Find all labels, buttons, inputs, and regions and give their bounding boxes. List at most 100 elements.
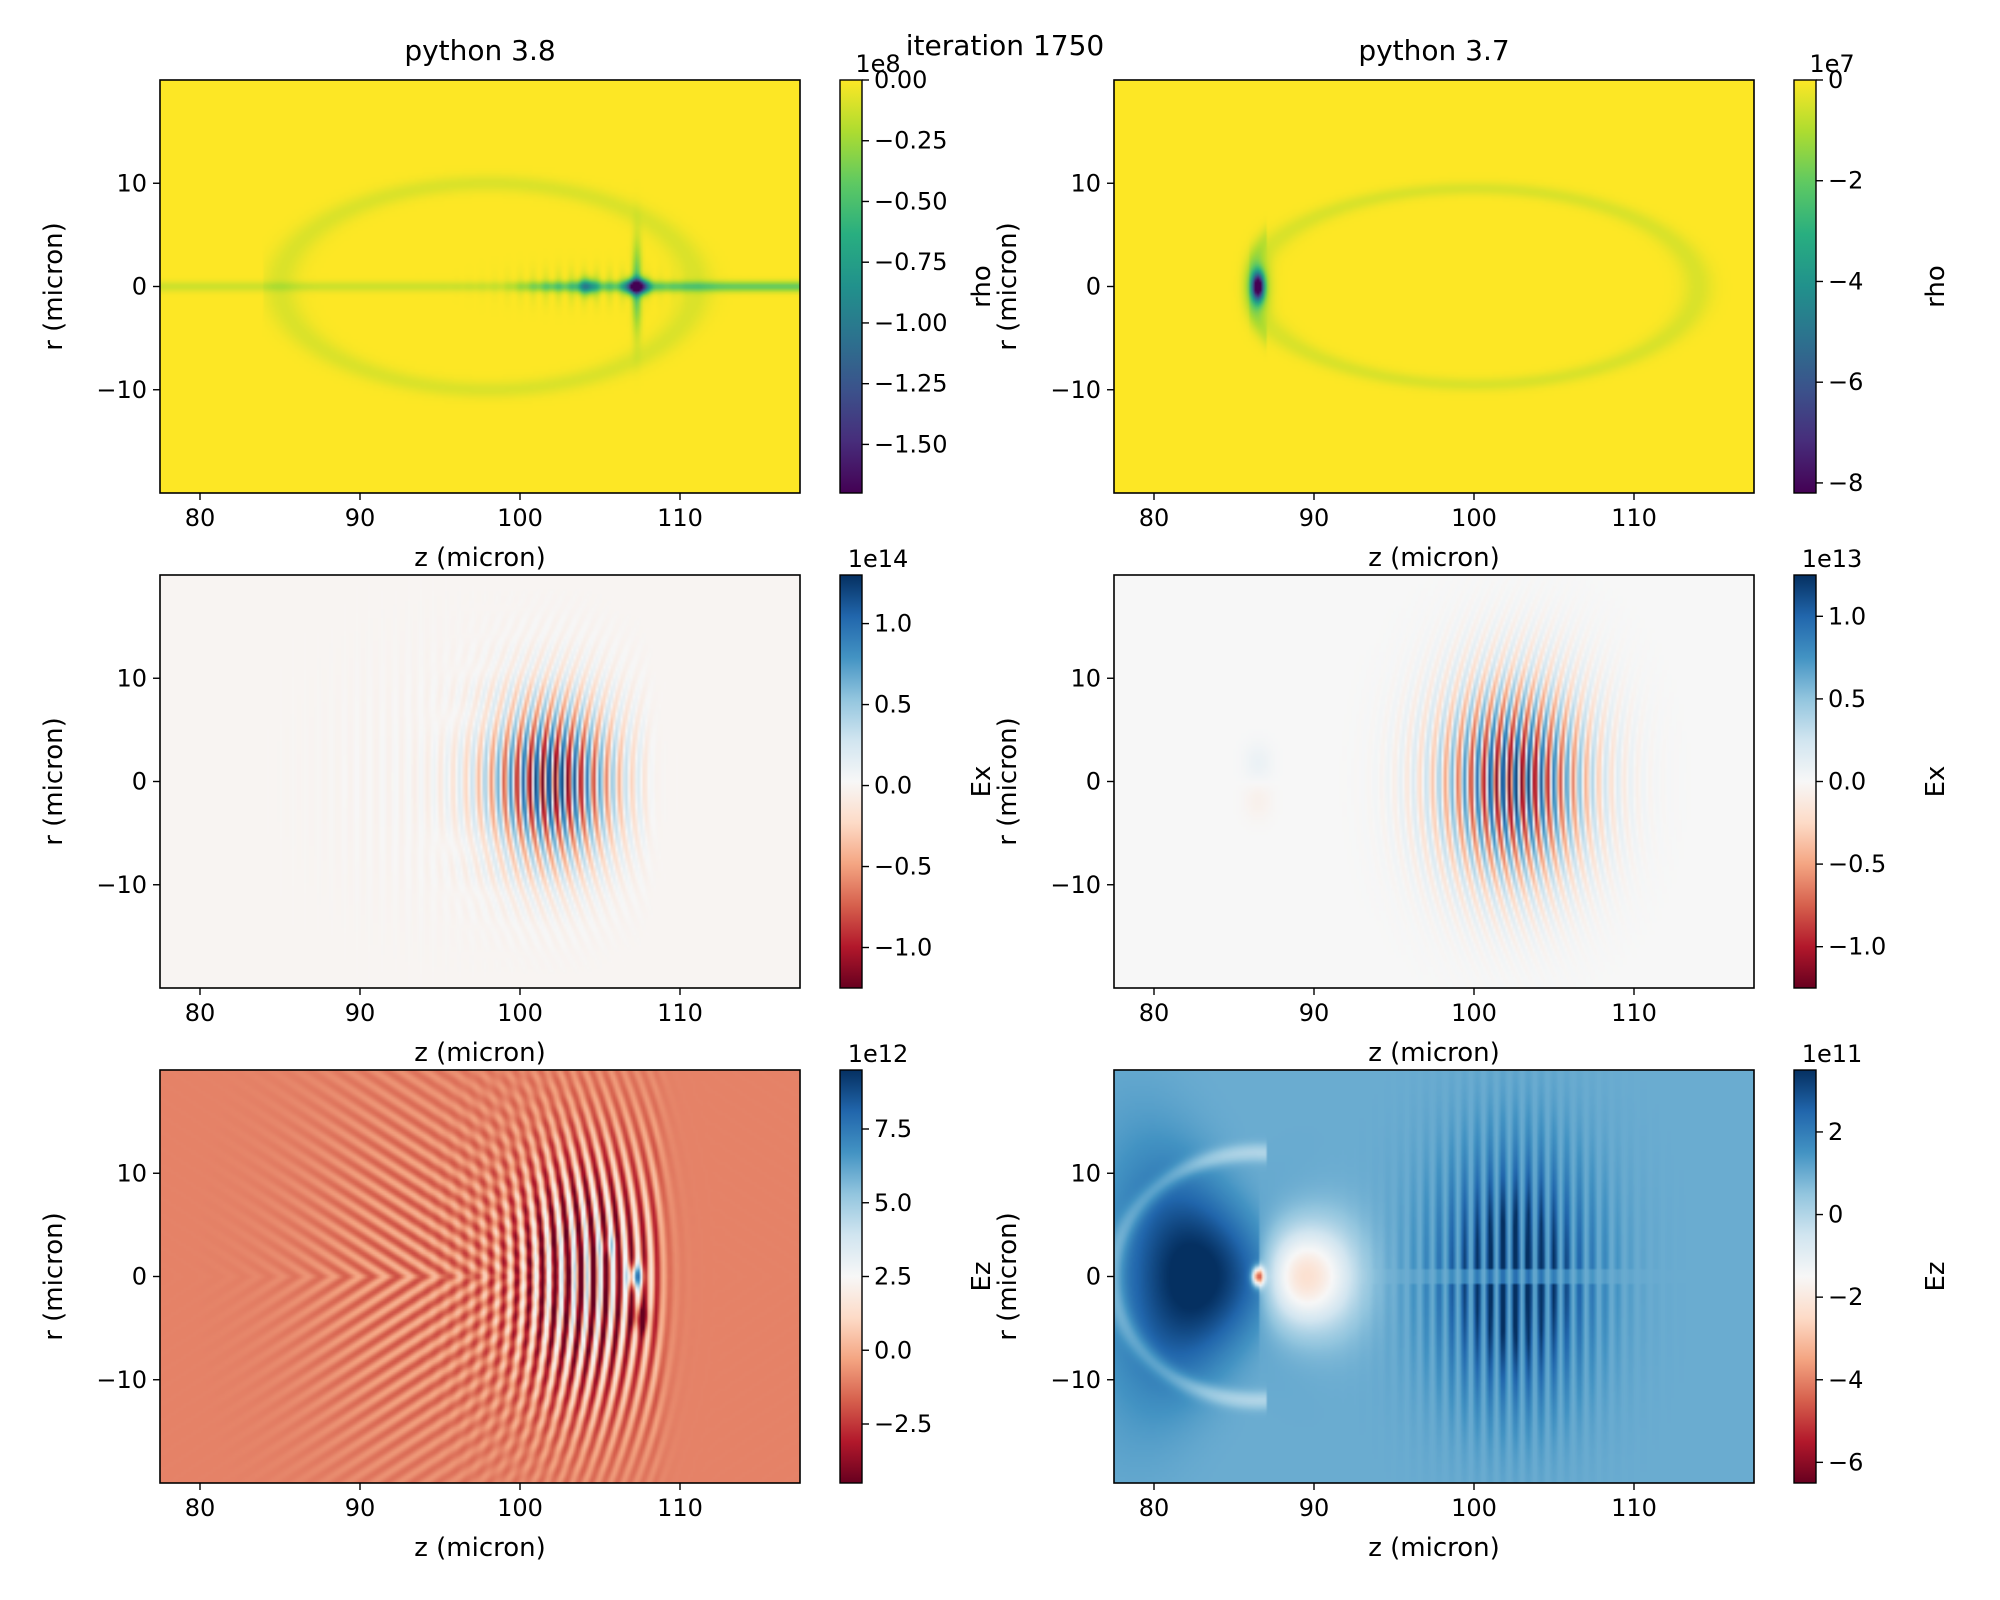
colorbar-offset-label: 1e13 [1802, 545, 1863, 573]
y-tick-label: 10 [116, 169, 147, 197]
colorbar-tick-label: 0.0 [874, 772, 912, 800]
x-tick-label: 90 [1299, 1494, 1330, 1522]
x-tick-label: 100 [1451, 504, 1497, 532]
colorbar-label: Ez [967, 1261, 997, 1291]
x-tick-label: 100 [497, 1494, 543, 1522]
y-tick-label: 0 [132, 1263, 147, 1291]
colorbar-tick-label: 0 [1828, 1201, 1843, 1229]
colorbar-tick-label: −1.0 [874, 934, 932, 962]
colorbar-tick-label: −0.5 [874, 853, 932, 881]
heatmap-ex-python-3-7 [1114, 575, 1754, 988]
colorbar-tick-label: −1.25 [874, 370, 948, 398]
colorbar-label: rho [1921, 265, 1951, 308]
y-tick-label: −10 [96, 376, 147, 404]
colorbar-tick-label: −6 [1828, 368, 1863, 396]
y-tick-label: 0 [132, 273, 147, 301]
colorbar-tick-label: −2 [1828, 167, 1863, 195]
y-tick-label: −10 [1050, 871, 1101, 899]
colorbar-offset-label: 1e7 [1809, 50, 1854, 78]
colorbar-frame [839, 79, 863, 494]
colorbar-tick-label: 1.0 [1828, 602, 1866, 630]
colorbar-tick-label: −0.5 [1828, 850, 1886, 878]
x-tick-label: 110 [1611, 999, 1657, 1027]
heatmap-ez-python-3-7 [1114, 1070, 1754, 1483]
x-tick-label: 100 [497, 504, 543, 532]
colorbar-tick-label: −4 [1828, 267, 1863, 295]
x-tick-label: 90 [345, 504, 376, 532]
y-tick-label: −10 [96, 1366, 147, 1394]
colorbar-tick-label: −4 [1828, 1366, 1863, 1394]
y-tick-label: 10 [1070, 169, 1101, 197]
panel-ez-python-3-8: 80 90 100 110 −10 0 10 z (micron) r (micron) 7.5 5… [39, 1040, 997, 1563]
panel-ez-python-3-7: 80 90 100 110 −10 0 10 z (micron) r (micron) 2 0 −2… [993, 1040, 1951, 1563]
x-tick-label: 100 [1451, 999, 1497, 1027]
colorbar-tick-label: 0 [1828, 66, 1843, 94]
colorbar-ex-python-3-7 [1794, 575, 1816, 988]
colorbar-tick-label: −0.75 [874, 248, 948, 276]
colorbar-ez-python-3-7 [1794, 1070, 1816, 1483]
colorbar-label: Ez [1921, 1261, 1951, 1291]
colorbar-tick-label: −0.50 [874, 187, 948, 215]
colorbar-tick-label: 5.0 [874, 1189, 912, 1217]
colorbar-label: rho [967, 265, 997, 308]
y-axis-label: r (micron) [993, 1212, 1023, 1341]
colorbar-tick-label: 2 [1828, 1118, 1843, 1146]
heatmap-rho-python-3-7 [1114, 80, 1754, 493]
colorbar-ex-python-3-8 [840, 575, 862, 988]
y-tick-label: 10 [116, 664, 147, 692]
y-tick-label: 10 [1070, 1159, 1101, 1187]
heatmap-ex-python-3-8 [160, 575, 800, 988]
column-title-python-3-8: python 3.8 [404, 34, 555, 67]
colorbar-ez-python-3-8 [840, 1070, 862, 1483]
x-axis-label: z (micron) [1368, 543, 1500, 573]
panel-ex-python-3-7: 80 90 100 110 −10 0 10 z (micron) r (micron) 1.0 0… [993, 545, 1951, 1068]
x-tick-label: 90 [1299, 999, 1330, 1027]
colorbar-tick-label: 7.5 [874, 1115, 912, 1143]
y-axis-label: r (micron) [39, 717, 69, 846]
colorbar-tick-label: −1.00 [874, 309, 948, 337]
colorbar-tick-label: 0.0 [874, 1336, 912, 1364]
x-axis-label: z (micron) [414, 1038, 546, 1068]
y-tick-label: −10 [1050, 376, 1101, 404]
x-tick-label: 110 [657, 1494, 703, 1522]
colorbar-tick-label: 0.5 [1828, 685, 1866, 713]
x-tick-label: 110 [657, 504, 703, 532]
colorbar-offset-label: 1e8 [855, 50, 900, 78]
x-axis-label: z (micron) [414, 543, 546, 573]
colorbar-rho-python-3-7 [1794, 80, 1816, 493]
x-tick-label: 90 [1299, 504, 1330, 532]
x-tick-label: 110 [1611, 504, 1657, 532]
y-axis-label: r (micron) [993, 222, 1023, 351]
colorbar-rho-python-3-8 [840, 80, 862, 493]
x-tick-label: 100 [1451, 1494, 1497, 1522]
colorbar-frame [1793, 1069, 1817, 1484]
x-axis-label: z (micron) [1368, 1038, 1500, 1068]
colorbar-offset-label: 1e12 [848, 1040, 909, 1068]
x-tick-label: 90 [345, 999, 376, 1027]
colorbar-frame [1793, 79, 1817, 494]
y-tick-label: −10 [96, 871, 147, 899]
colorbar-frame [839, 574, 863, 989]
x-tick-label: 100 [497, 999, 543, 1027]
colorbar-tick-label: −1.50 [874, 430, 948, 458]
x-tick-label: 110 [657, 999, 703, 1027]
x-axis-label: z (micron) [1368, 1533, 1500, 1563]
x-tick-label: 80 [1139, 504, 1170, 532]
y-tick-label: 10 [116, 1159, 147, 1187]
colorbar-tick-label: 2.5 [874, 1263, 912, 1291]
x-tick-label: 110 [1611, 1494, 1657, 1522]
colorbar-label: Ex [967, 766, 997, 798]
panel-rho-python-3-7: 80 90 100 110 −10 0 10 z (micron) r (micron) 0 −2 −… [993, 50, 1951, 573]
y-tick-label: 0 [1086, 768, 1101, 796]
colorbar-offset-label: 1e14 [848, 545, 909, 573]
y-axis-label: r (micron) [39, 222, 69, 351]
y-tick-label: 0 [1086, 1263, 1101, 1291]
colorbar-label: Ex [1921, 766, 1951, 798]
colorbar-tick-label: 0.0 [1828, 768, 1866, 796]
x-tick-label: 80 [1139, 1494, 1170, 1522]
colorbar-offset-label: 1e11 [1802, 1040, 1863, 1068]
x-tick-label: 90 [345, 1494, 376, 1522]
colorbar-tick-label: −0.25 [874, 127, 948, 155]
heatmap-rho-python-3-8 [160, 80, 800, 493]
